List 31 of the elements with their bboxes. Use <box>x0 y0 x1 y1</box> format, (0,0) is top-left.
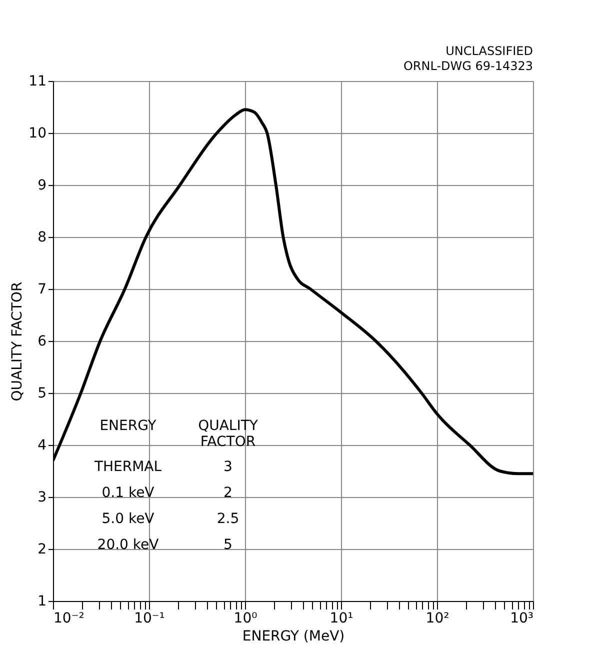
annotation: 3 <box>224 459 232 475</box>
y-tick-label: 3 <box>38 490 46 506</box>
annotation: 0.1 keV <box>102 485 155 501</box>
x-axis-title: ENERGY (MeV) <box>242 628 345 644</box>
x-tick-label: 10⁻² <box>54 610 84 626</box>
y-tick-label: 6 <box>38 334 47 350</box>
annotation: QUALITY FACTOR <box>198 418 258 450</box>
text: ORNL-DWG 69-14323 <box>403 59 533 73</box>
y-tick-label: 5 <box>38 386 46 402</box>
y-tick-label: 11 <box>28 74 46 90</box>
annotation: THERMAL <box>93 459 162 475</box>
y-tick-label: 9 <box>38 178 46 194</box>
y-axis-title: QUALITY FACTOR <box>10 281 26 402</box>
annotation: ENERGY <box>100 418 157 434</box>
y-tick-label: 8 <box>38 230 46 246</box>
y-tick-label: 4 <box>38 438 47 454</box>
y-tick-label: 10 <box>28 126 46 142</box>
annotation: 2 <box>224 485 232 501</box>
annotation: 5.0 keV <box>102 511 155 527</box>
y-tick-label: 7 <box>38 282 46 298</box>
x-tick-label: 10¹ <box>330 610 354 626</box>
x-tick-label: 10⁻¹ <box>134 610 165 626</box>
text: UNCLASSIFIED <box>446 44 533 58</box>
annotation: 2.5 <box>216 511 240 527</box>
annotation: 5 <box>224 537 232 553</box>
x-tick-label: 10³ <box>510 610 534 626</box>
y-tick-label: 2 <box>38 542 46 558</box>
x-tick-label: 10² <box>426 610 450 626</box>
x-tick-label: 10⁰ <box>234 610 258 626</box>
annotation: 20.0 keV <box>97 537 160 553</box>
y-tick-label: 1 <box>38 594 46 610</box>
